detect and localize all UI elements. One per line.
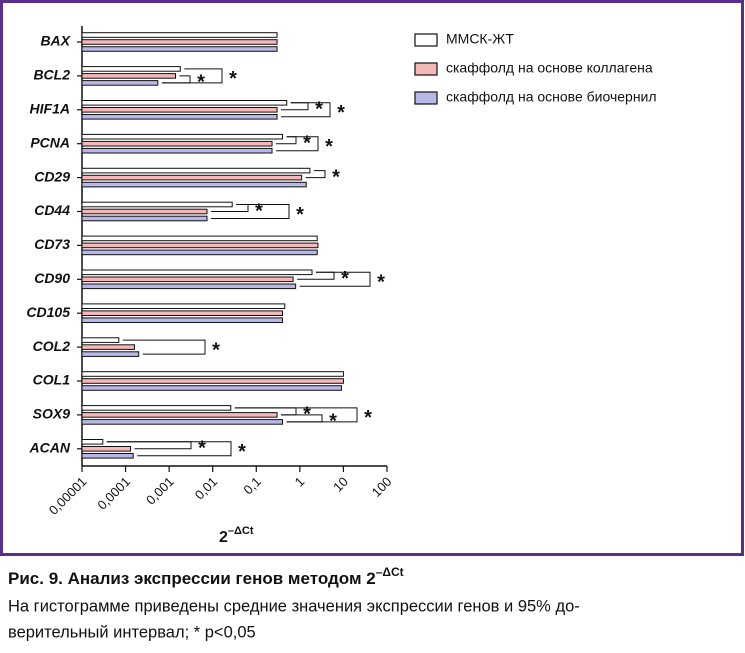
y-tick-label: CD44 (34, 202, 70, 218)
significance-bracket (211, 204, 290, 219)
bar (81, 73, 177, 79)
significance-bracket (299, 271, 371, 287)
bar (81, 235, 318, 242)
x-axis-label: 2–ΔCt (219, 525, 254, 546)
significance-bracket (276, 136, 319, 152)
significance-bracket (122, 339, 206, 355)
bar (81, 310, 284, 316)
caption-title-text: Рис. 9. Анализ экспрессии генов методом … (8, 569, 376, 588)
significance-marker: * (332, 166, 340, 188)
legend-label: скаффолд на основе биочернил (446, 89, 657, 105)
bar (81, 167, 311, 174)
bar (81, 66, 181, 72)
significance-bracket (281, 102, 331, 118)
y-tick-label: COL1 (33, 372, 71, 388)
caption-title: Рис. 9. Анализ экспрессии генов методом … (8, 565, 404, 588)
legend-swatch (414, 91, 438, 105)
significance-marker: * (325, 136, 333, 158)
bar (81, 39, 278, 45)
y-tick-label: SOX9 (33, 406, 71, 422)
bar (81, 147, 273, 154)
bar (81, 378, 344, 384)
y-tick-label: COL2 (33, 338, 71, 354)
significance-marker: * (341, 268, 349, 290)
bar (81, 303, 286, 309)
significance-bracket (106, 441, 232, 457)
y-tick-label: HIF1A (30, 101, 70, 117)
y-tick-label: CD29 (34, 168, 70, 184)
bar (81, 249, 318, 256)
significance-marker: * (212, 339, 220, 361)
bar (81, 317, 284, 323)
significance-marker: * (377, 272, 385, 294)
bar (81, 439, 104, 445)
bar (81, 446, 132, 452)
bar (81, 412, 278, 418)
bar (81, 107, 278, 113)
y-tick-label: ACAN (29, 440, 71, 456)
bar (81, 215, 208, 222)
bar (81, 114, 278, 120)
bar (81, 32, 278, 38)
bar (81, 140, 273, 147)
bar (81, 453, 134, 459)
bar (81, 242, 319, 249)
significance-marker: * (315, 99, 323, 121)
y-tick-label: CD90 (34, 270, 70, 286)
bar (81, 419, 284, 425)
bar (81, 181, 307, 188)
bar (81, 344, 135, 350)
x-axis-label-sup: –ΔCt (228, 525, 254, 537)
caption-title-sup: –ΔCt (376, 565, 404, 579)
bar (81, 201, 233, 208)
bar (81, 46, 278, 52)
significance-marker: * (238, 441, 246, 463)
significance-marker: * (296, 204, 304, 226)
legend-label: ММСК-ЖТ (446, 31, 514, 47)
bar (81, 405, 232, 411)
bar (81, 385, 342, 391)
significance-marker: * (364, 407, 372, 429)
significance-marker: * (255, 200, 263, 222)
caption-line: верительный интервал; * p<0,05 (8, 623, 256, 641)
significance-marker: * (198, 438, 206, 460)
y-tick-label: BAX (40, 33, 71, 49)
y-tick-label: PCNA (30, 134, 70, 150)
significance-marker: * (303, 132, 311, 154)
legend-label: скаффолд на основе коллагена (446, 60, 653, 76)
y-tick-label: BCL2 (33, 67, 70, 83)
y-tick-label: CD105 (26, 304, 70, 320)
significance-marker: * (337, 102, 345, 124)
bar (81, 174, 303, 181)
bar (81, 351, 140, 357)
x-axis-label-base: 2 (219, 529, 228, 546)
legend-swatch (414, 33, 438, 47)
bar (81, 337, 120, 343)
bar (81, 100, 288, 106)
bar (81, 371, 344, 377)
significance-bracket (305, 170, 326, 179)
significance-marker: * (229, 68, 237, 90)
bar (81, 276, 294, 283)
significance-bracket (161, 68, 223, 84)
bar (81, 269, 313, 276)
legend-swatch (414, 62, 438, 76)
bar (81, 133, 284, 140)
significance-bracket (234, 407, 358, 423)
bar (81, 80, 159, 86)
caption-line: На гистограмме приведены средние значени… (8, 597, 580, 615)
bar (81, 283, 297, 290)
bar (81, 208, 208, 215)
y-tick-label: CD73 (34, 236, 70, 252)
